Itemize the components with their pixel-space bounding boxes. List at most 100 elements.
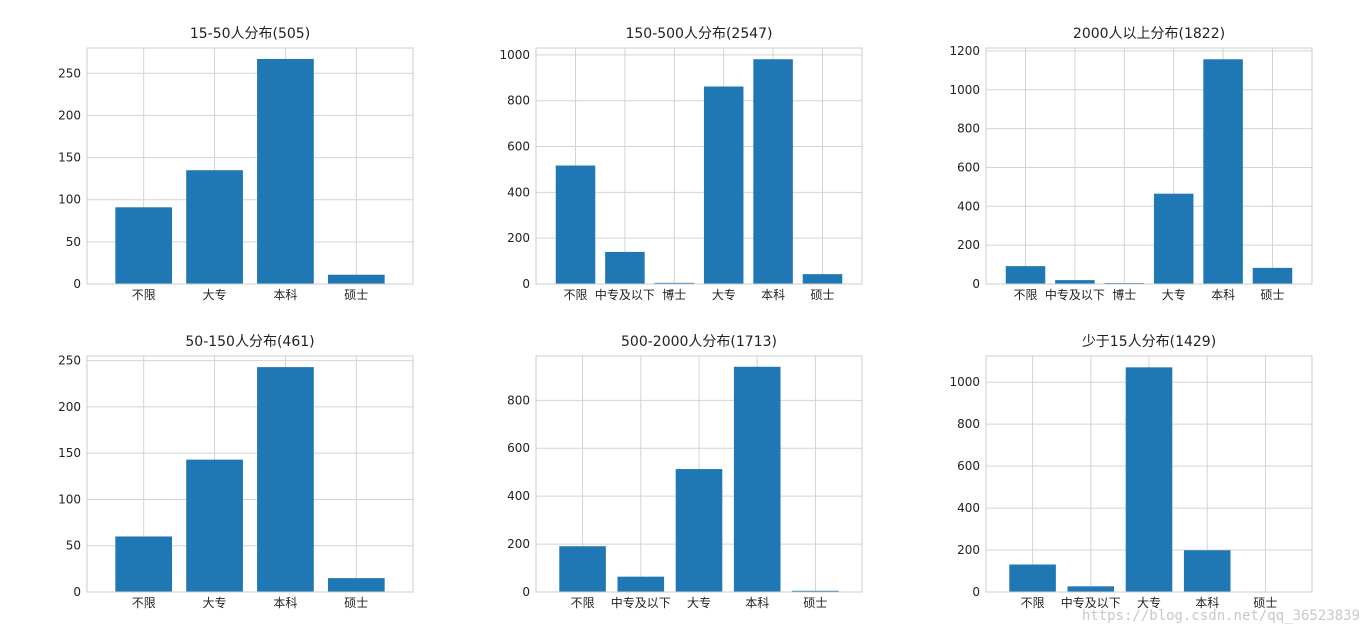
plot-frame: [535, 355, 863, 593]
y-tick-label: 0: [972, 277, 980, 291]
x-tick-label: 中专及以下: [1061, 595, 1121, 610]
x-tick-label: 中专及以下: [1045, 287, 1105, 302]
x-tick-label: 大专: [687, 595, 711, 610]
x-tick-label: 大专: [1162, 287, 1186, 302]
plot-frame: [535, 47, 863, 285]
chart-panel-2: 0 200 400 600 800 1000 不限 中专及以下 博士 大专 本科 硕士 150-500人…: [499, 26, 863, 302]
bar: [115, 536, 173, 592]
bar: [186, 459, 243, 592]
y-tick-label: 1000: [949, 83, 980, 97]
bar: [703, 86, 744, 285]
chart-panel-4: 0 50 100 150 200 250 不限 大专 本科 硕士 50-150人分布(461): [58, 334, 414, 610]
bar: [257, 58, 314, 285]
bar: [1125, 367, 1173, 592]
y-tick-label: 400: [957, 199, 980, 213]
x-tick-label: 不限: [1014, 288, 1038, 302]
chart-title: 50-150人分布(461): [185, 334, 314, 350]
bar: [1153, 193, 1194, 284]
bar: [257, 367, 314, 592]
chart-panel-3: 0 200 400 600 800 1000 1200 不限 中专及以下 博士 大专 本科 硕士 2000…: [949, 26, 1313, 302]
chart-panel-5: 0 200 400 600 800 不限 中专及以下 大专 本科 硕士 500-2000人分布(17…: [507, 334, 863, 610]
x-tick-label: 大专: [203, 595, 227, 610]
chart-title: 2000人以上分布(1822): [1073, 26, 1225, 42]
y-tick-label: 600: [957, 160, 980, 174]
bar: [792, 590, 839, 592]
y-tick-label: 800: [507, 94, 530, 108]
x-tick-label: 不限: [132, 596, 156, 610]
bar: [802, 274, 843, 284]
watermark-text: https://blog.csdn.net/qq_36523839: [1082, 608, 1360, 624]
bar: [115, 207, 173, 284]
y-tick-label: 100: [58, 193, 81, 207]
x-tick-label: 本科: [1195, 596, 1219, 610]
bar: [675, 469, 723, 592]
y-tick-label: 800: [957, 122, 980, 136]
x-tick-label: 不限: [571, 596, 595, 610]
x-tick-label: 大专: [203, 287, 227, 302]
y-tick-label: 0: [522, 277, 530, 291]
y-tick-label: 200: [507, 537, 530, 551]
y-tick-label: 600: [957, 459, 980, 473]
bar: [186, 170, 243, 284]
y-tick-label: 400: [957, 501, 980, 515]
x-tick-label: 大专: [712, 287, 736, 302]
plot-frame: [985, 355, 1313, 593]
bar: [753, 59, 793, 284]
plot-frame: [86, 47, 414, 285]
bar: [1067, 586, 1115, 592]
y-tick-label: 0: [73, 277, 81, 291]
y-tick-label: 250: [58, 66, 81, 80]
y-tick-label: 0: [522, 585, 530, 599]
bar: [327, 578, 385, 592]
y-tick-label: 1000: [949, 375, 980, 389]
x-tick-label: 中专及以下: [595, 287, 655, 302]
x-tick-label: 本科: [745, 596, 769, 610]
bar: [555, 165, 596, 284]
bar: [1252, 267, 1293, 284]
bar: [1203, 59, 1243, 285]
y-tick-label: 0: [73, 585, 81, 599]
x-tick-label: 硕士: [803, 596, 827, 610]
y-tick-label: 1200: [949, 44, 980, 58]
plot-frame: [985, 47, 1313, 285]
bar: [327, 274, 385, 284]
y-tick-label: 1000: [499, 48, 530, 62]
x-tick-label: 硕士: [1260, 288, 1284, 302]
plot-frame: [86, 355, 414, 593]
x-tick-label: 博士: [1112, 287, 1136, 302]
y-tick-label: 150: [58, 151, 81, 165]
x-tick-label: 本科: [761, 288, 785, 302]
chart-title: 15-50人分布(505): [190, 26, 310, 42]
y-tick-label: 200: [507, 231, 530, 245]
x-tick-label: 博士: [662, 287, 686, 302]
bar: [559, 546, 606, 592]
x-tick-label: 中专及以下: [611, 595, 671, 610]
x-tick-label: 大专: [1137, 595, 1161, 610]
y-tick-label: 600: [507, 441, 530, 455]
y-tick-label: 250: [58, 354, 81, 368]
bar: [1005, 266, 1046, 284]
y-tick-label: 100: [58, 492, 81, 506]
x-tick-label: 硕士: [810, 288, 834, 302]
y-tick-label: 800: [957, 417, 980, 431]
y-tick-label: 200: [957, 238, 980, 252]
y-tick-label: 400: [507, 185, 530, 199]
bar: [733, 366, 781, 592]
chart-title: 500-2000人分布(1713): [621, 334, 777, 350]
plot-area: [986, 48, 1312, 284]
y-tick-label: 50: [66, 235, 81, 249]
chart-panel-6: 0 200 400 600 800 1000 不限 中专及以下 大专 本科 硕士 少于15人分布(14…: [949, 334, 1313, 610]
x-tick-label: 本科: [1211, 288, 1235, 302]
bar: [617, 576, 665, 592]
x-tick-label: 硕士: [1253, 596, 1277, 610]
y-tick-label: 200: [957, 543, 980, 557]
x-tick-label: 硕士: [344, 288, 368, 302]
y-tick-label: 800: [507, 393, 530, 407]
y-tick-label: 0: [972, 585, 980, 599]
x-tick-label: 本科: [273, 288, 297, 302]
y-tick-label: 50: [66, 539, 81, 553]
y-tick-label: 200: [58, 400, 81, 414]
chart-title: 少于15人分布(1429): [1082, 334, 1216, 350]
x-tick-label: 本科: [273, 596, 297, 610]
